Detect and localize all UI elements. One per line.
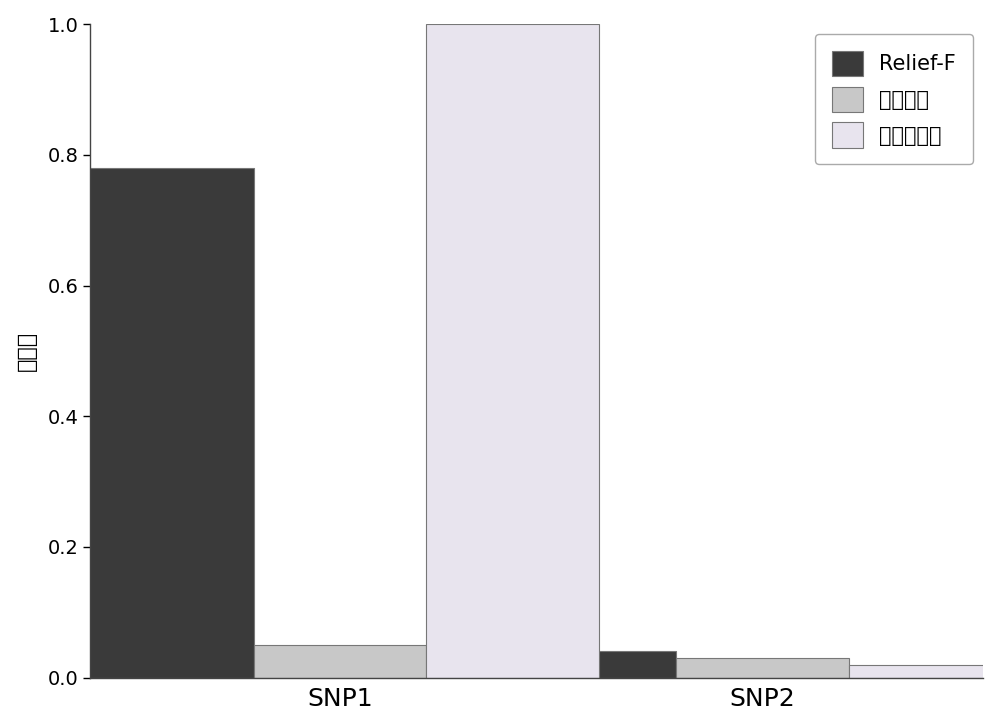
Legend: Relief-F, 随机森林, 本发明方法: Relief-F, 随机森林, 本发明方法 bbox=[815, 34, 973, 165]
Bar bbox=[81, 168, 254, 678]
Y-axis label: 识别率: 识别率 bbox=[17, 331, 37, 371]
Bar bbox=[254, 645, 426, 678]
Bar bbox=[849, 665, 1000, 678]
Bar bbox=[426, 24, 599, 678]
Bar bbox=[676, 658, 849, 678]
Bar bbox=[503, 652, 676, 678]
